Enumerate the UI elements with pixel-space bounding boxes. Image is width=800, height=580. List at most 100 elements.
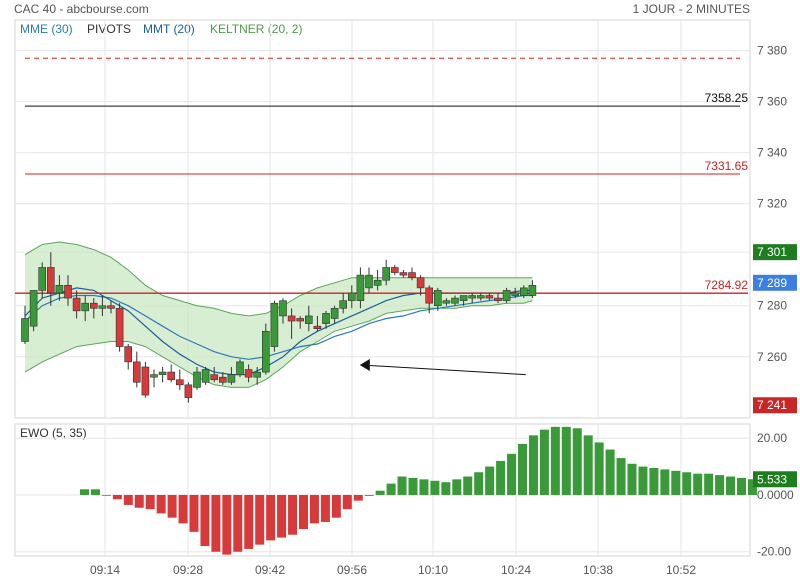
ewo-bar [682,472,692,495]
pivot-level-label: 7358.25 [705,91,749,105]
candle [64,275,72,306]
candle [227,366,236,385]
y-tick-label: 7 380 [757,44,787,58]
candle [476,292,485,301]
ewo-bar [255,494,265,545]
ewo-bar [561,426,571,495]
ewo-bar [101,494,111,496]
candle-body [29,290,38,327]
candle [279,298,287,324]
candle [81,295,89,322]
ewo-bar [419,479,429,495]
ewo-bar [704,473,714,495]
candle [29,290,38,332]
candle-body [279,300,287,317]
ewo-bar [594,442,604,495]
ewo-bar [80,489,89,495]
candle [416,275,425,296]
ewo-bar [605,449,615,495]
ewo-bar [320,494,330,522]
price-legend: MME (30) PIVOTS MMT (20) KELTNER (20, 2) [20,22,302,36]
candle-body [236,361,244,375]
candle-body [124,346,132,363]
candle-body [141,366,150,396]
price-tag-label: 7 241 [757,398,787,412]
ewo-bar [430,480,440,495]
candle-body [253,371,261,378]
ewo-bar [726,476,736,495]
candle-body [72,297,81,312]
candle-body [133,361,141,383]
x-tick-label: 10:10 [418,563,448,577]
candle [176,369,184,390]
candle-body [330,307,339,319]
candle-body [210,374,218,381]
candle-body [511,292,520,296]
price-plot: 7358.25 7331.65 7284.92 7 301 7 289 7 241 [15,57,797,414]
candle-body [494,297,502,301]
candle-body [451,297,459,304]
candle-body [150,374,158,378]
candle [519,285,528,299]
candle [425,285,434,314]
ewo-bar [309,494,319,524]
ewo-y-tick-label: 0.0000 [757,488,794,502]
candle-body [261,330,270,373]
ewo-bar [737,477,746,495]
candle [38,262,47,299]
ewo-bar [375,490,385,495]
ewo-bar [660,469,670,495]
ewo-bar [747,479,757,495]
ewo-bar [189,494,199,532]
ewo-bar [408,477,418,495]
candle-body [416,277,425,289]
keltner-lower-line [24,300,533,388]
candle [408,267,416,281]
candle [133,351,141,388]
candle-body [158,371,167,375]
candle-body [459,295,468,301]
candle-body [433,290,442,307]
price-panel-frame [14,19,751,419]
candle-body [55,285,64,294]
candle [468,292,477,304]
y-tick-label: 7 280 [757,299,787,313]
candle-body [244,369,253,378]
pivot-level-label: 7331.65 [705,159,749,173]
legend-entry: MME (30) [20,22,73,36]
price-tag-box [753,244,797,261]
chart-period: 1 JOUR - 2 MINUTES [632,2,750,16]
candle-body [90,302,98,309]
candle-body [442,300,451,304]
candle [261,323,270,375]
candle [193,366,201,390]
ewo-price-tag-label: 5.533 [757,472,787,486]
candle-body [339,300,348,309]
candle [442,298,451,306]
candle [201,366,210,385]
candle-body [46,267,55,294]
x-tick-label: 10:38 [583,563,613,577]
ewo-bar [145,494,155,510]
ewo-bar [353,494,363,501]
ewo-bar [528,435,538,495]
candle [399,270,408,278]
ewo-bar [156,494,166,514]
candle-body [365,274,373,289]
price-tag-label: 7 301 [757,245,787,259]
ewo-bar [266,494,276,541]
price-tag-box [753,274,797,291]
candle [219,372,227,385]
candle [46,252,55,306]
ewo-plot: 20.00 0.0000 -20.00 5.533 [14,423,797,559]
ewo-bar [211,494,221,552]
ewo-bar [518,443,527,495]
candle-body [176,379,184,386]
ewo-bar [474,472,484,495]
ewo-bar [288,494,298,535]
y-tick-label: 7 340 [757,146,787,160]
candle [184,382,193,403]
ewo-bar [331,494,341,518]
candle [511,287,520,299]
candle [347,285,356,309]
